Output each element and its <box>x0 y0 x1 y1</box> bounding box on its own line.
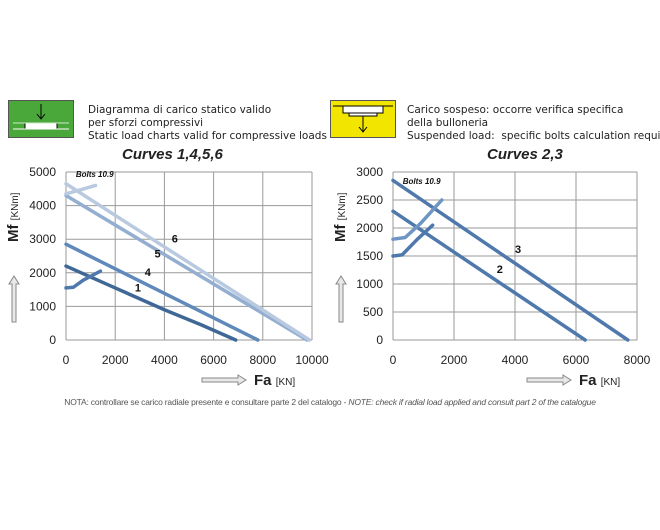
bolt-curve <box>391 223 435 258</box>
x-tick-label: 8000 <box>249 353 276 367</box>
curve-label-1: 1 <box>135 282 141 294</box>
y-axis-arrow-icon <box>8 275 20 323</box>
x-tick-label: 6000 <box>563 353 590 367</box>
y-tick-label: 1000 <box>29 299 56 313</box>
x-tick-label: 8000 <box>624 353 651 367</box>
y-tick-label: 1000 <box>356 277 383 291</box>
y-tick-label: 2500 <box>356 193 383 207</box>
x-tick-label: 6000 <box>200 353 227 367</box>
x-axis-label: Fa [KN] <box>254 372 295 389</box>
curve-label-4: 4 <box>145 267 152 279</box>
curve-5 <box>64 193 309 342</box>
compressive-load-icon <box>8 100 74 138</box>
y-tick-label: 1500 <box>356 249 383 263</box>
footnote: NOTA: controllare se carico radiale pres… <box>64 397 596 407</box>
y-tick-label: 4000 <box>29 199 56 213</box>
bolts-annotation: Bolts 10.9 <box>76 170 114 179</box>
y-tick-label: 0 <box>376 333 383 347</box>
x-axis-arrow-icon <box>201 374 247 386</box>
y-tick-label: 2000 <box>356 221 383 235</box>
curve-3 <box>391 178 630 342</box>
y-tick-label: 2000 <box>29 266 56 280</box>
chart-left: 0 2000 4000 6000 8000 10000 0 1000 2000 3000 4000 5… <box>5 165 329 389</box>
x-tick-label: 4000 <box>502 353 529 367</box>
bolt-curve <box>391 198 444 241</box>
y-axis-arrow-icon <box>335 275 347 323</box>
curve-label-6: 6 <box>172 234 178 246</box>
curve-6 <box>64 182 312 342</box>
chart-right: 0 2000 4000 6000 8000 0 500 1000 1500 2000 2500 300… <box>332 165 651 389</box>
curve-1 <box>64 264 238 342</box>
chart-title-right: Curves 2,3 <box>487 146 563 163</box>
x-axis-arrow-icon <box>526 374 572 386</box>
y-tick-label: 3000 <box>356 165 383 179</box>
y-axis-label: Mf [KNm] <box>332 192 349 242</box>
x-tick-label: 0 <box>63 353 70 367</box>
x-tick-label: 2000 <box>102 353 129 367</box>
chart-title-left: Curves 1,4,5,6 <box>122 146 223 163</box>
y-tick-label: 3000 <box>29 232 56 246</box>
x-tick-label: 10000 <box>295 353 329 367</box>
x-tick-label: 0 <box>390 353 397 367</box>
bolt-curve <box>64 269 103 290</box>
curve-label-2: 2 <box>497 264 503 276</box>
y-axis-label: Mf [KNm] <box>5 192 22 242</box>
x-tick-label: 2000 <box>441 353 468 367</box>
legend-compressive-text: Diagramma di carico statico valido per sf… <box>88 104 327 142</box>
curve-2 <box>391 209 587 342</box>
y-tick-label: 0 <box>49 333 56 347</box>
curve-label-5: 5 <box>155 249 161 261</box>
x-tick-label: 4000 <box>151 353 178 367</box>
curve-4 <box>64 242 260 342</box>
bolt-curve <box>64 183 98 196</box>
x-axis-label: Fa [KN] <box>579 372 620 389</box>
suspended-load-icon <box>330 100 396 138</box>
curve-label-3: 3 <box>515 244 521 256</box>
bolts-annotation: Bolts 10.9 <box>403 177 441 186</box>
legend-suspended-text: Carico sospeso: occorre verifica specifi… <box>407 104 660 142</box>
y-tick-label: 500 <box>363 305 383 319</box>
y-tick-label: 5000 <box>29 165 56 179</box>
